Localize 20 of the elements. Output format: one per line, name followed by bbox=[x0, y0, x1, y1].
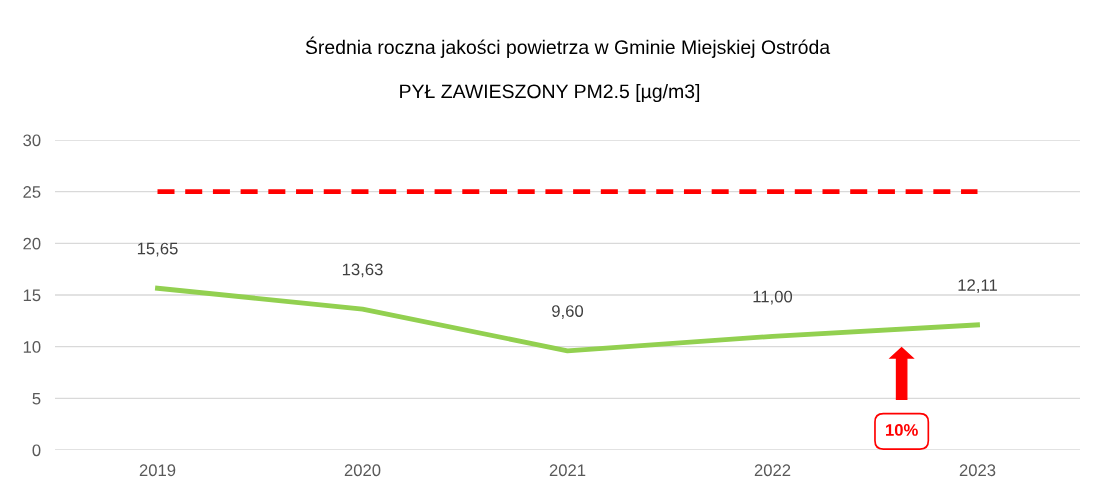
x-tick-label: 2019 bbox=[139, 464, 176, 477]
y-tick-label: 25 bbox=[23, 186, 41, 198]
y-tick-label: 20 bbox=[23, 237, 41, 250]
chart-title: Średnia roczna jakości powietrza w Gminie Miejskiej Ostróda bbox=[305, 36, 831, 58]
x-tick-label: 2020 bbox=[344, 464, 381, 477]
data-label: 11,00 bbox=[753, 290, 793, 305]
data-label: 12,11 bbox=[958, 279, 997, 293]
data-label: 13,63 bbox=[342, 263, 383, 278]
y-tick-label: 15 bbox=[23, 289, 41, 302]
annotation: 10% bbox=[886, 424, 918, 436]
y-tick-label: 0 bbox=[32, 444, 41, 457]
y-tick-label: 5 bbox=[32, 392, 41, 405]
x-tick-label: 2023 bbox=[959, 464, 996, 477]
y-tick-label: 30 bbox=[23, 134, 41, 147]
x-tick-label: 2021 bbox=[549, 464, 586, 477]
data-label: 9,60 bbox=[552, 305, 584, 319]
data-label: 15,65 bbox=[137, 242, 178, 257]
y-tick-label: 10 bbox=[23, 341, 41, 353]
x-tick-label: 2022 bbox=[754, 464, 791, 477]
chart-subtitle: PYŁ ZAWIESZONY PM2.5 [µg/m3] bbox=[400, 83, 700, 103]
